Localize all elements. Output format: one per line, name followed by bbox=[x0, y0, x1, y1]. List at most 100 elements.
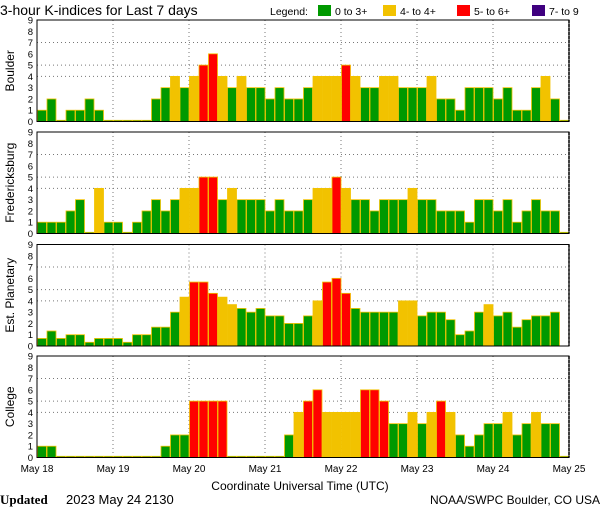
bar bbox=[417, 423, 427, 458]
bar bbox=[369, 210, 380, 234]
bar bbox=[474, 87, 484, 122]
y-tick-label: 3 bbox=[28, 83, 33, 94]
bar bbox=[493, 315, 503, 347]
bar bbox=[483, 199, 494, 234]
y-tick-label: 6 bbox=[28, 385, 33, 396]
bar bbox=[312, 300, 323, 347]
x-tick-label: May 19 bbox=[97, 464, 130, 475]
bar bbox=[550, 210, 560, 234]
bar bbox=[179, 296, 190, 347]
legend-entry: 5- to 6+ bbox=[474, 6, 510, 18]
bar bbox=[398, 199, 408, 234]
bar bbox=[512, 221, 522, 234]
bar bbox=[360, 199, 370, 234]
x-tick-label: May 20 bbox=[173, 464, 206, 475]
bar bbox=[94, 187, 104, 234]
bar bbox=[341, 411, 351, 458]
bar bbox=[350, 308, 361, 347]
bar bbox=[388, 423, 399, 458]
bar bbox=[293, 98, 304, 122]
bar bbox=[198, 176, 209, 234]
bar bbox=[474, 199, 484, 234]
bar bbox=[170, 75, 180, 122]
bar bbox=[426, 199, 437, 234]
y-tick-label: 8 bbox=[28, 251, 33, 262]
y-tick-label: 9 bbox=[28, 16, 33, 27]
bar bbox=[94, 109, 104, 122]
legend-swatch bbox=[318, 5, 331, 16]
bar bbox=[179, 434, 190, 458]
bar bbox=[312, 389, 323, 458]
y-tick-label: 9 bbox=[28, 240, 33, 251]
bar bbox=[236, 75, 247, 122]
bar bbox=[103, 338, 114, 347]
bar bbox=[493, 423, 503, 458]
bar bbox=[436, 400, 446, 458]
bar bbox=[331, 411, 342, 458]
bar bbox=[179, 87, 190, 122]
bar bbox=[341, 292, 351, 347]
bar bbox=[312, 187, 323, 234]
bar bbox=[407, 87, 418, 122]
bar bbox=[274, 199, 285, 234]
bar bbox=[455, 334, 465, 347]
bar bbox=[170, 311, 180, 347]
bar bbox=[141, 210, 152, 234]
bar bbox=[198, 400, 209, 458]
bar bbox=[141, 334, 152, 347]
bar bbox=[445, 319, 456, 347]
y-tick-label: 6 bbox=[28, 274, 33, 285]
x-tick-label: May 24 bbox=[477, 464, 510, 475]
bar bbox=[208, 400, 218, 458]
bar bbox=[246, 199, 256, 234]
bar bbox=[341, 64, 351, 122]
bar bbox=[255, 308, 266, 347]
bar bbox=[94, 338, 104, 347]
y-tick-label: 6 bbox=[28, 161, 33, 172]
y-tick-label: 4 bbox=[28, 296, 33, 307]
bar bbox=[160, 445, 171, 458]
y-tick-label: 0 bbox=[28, 229, 33, 240]
bar bbox=[483, 423, 494, 458]
bar bbox=[208, 176, 218, 234]
y-tick-label: 1 bbox=[28, 106, 33, 117]
bar bbox=[217, 400, 228, 458]
bar bbox=[37, 445, 47, 458]
bar bbox=[75, 109, 85, 122]
bar bbox=[369, 389, 380, 458]
bar bbox=[46, 221, 57, 234]
bar bbox=[37, 221, 47, 234]
bar bbox=[46, 98, 57, 122]
y-tick-label: 3 bbox=[28, 195, 33, 206]
bar bbox=[426, 75, 437, 122]
bar bbox=[160, 87, 171, 122]
bar bbox=[398, 300, 408, 347]
bar bbox=[303, 400, 313, 458]
bar bbox=[426, 411, 437, 458]
bar bbox=[502, 311, 513, 347]
bar bbox=[132, 221, 142, 234]
y-tick-label: 9 bbox=[28, 352, 33, 363]
y-tick-label: 0 bbox=[28, 342, 33, 353]
panel-label: Boulder bbox=[3, 50, 17, 91]
bar bbox=[388, 311, 399, 347]
bar bbox=[417, 87, 427, 122]
bar bbox=[436, 210, 446, 234]
bar bbox=[474, 311, 484, 347]
bar bbox=[445, 210, 456, 234]
bar bbox=[369, 87, 380, 122]
y-tick-label: 6 bbox=[28, 49, 33, 60]
bar bbox=[170, 434, 180, 458]
y-tick-label: 4 bbox=[28, 72, 33, 83]
bar bbox=[56, 221, 66, 234]
bar bbox=[293, 210, 304, 234]
bar bbox=[208, 292, 218, 347]
bar bbox=[550, 98, 560, 122]
y-tick-label: 3 bbox=[28, 308, 33, 319]
legend-entry: 7- to 9 bbox=[549, 6, 579, 18]
bar bbox=[284, 210, 294, 234]
y-tick-label: 1 bbox=[28, 442, 33, 453]
bar bbox=[255, 199, 266, 234]
bar bbox=[464, 87, 475, 122]
